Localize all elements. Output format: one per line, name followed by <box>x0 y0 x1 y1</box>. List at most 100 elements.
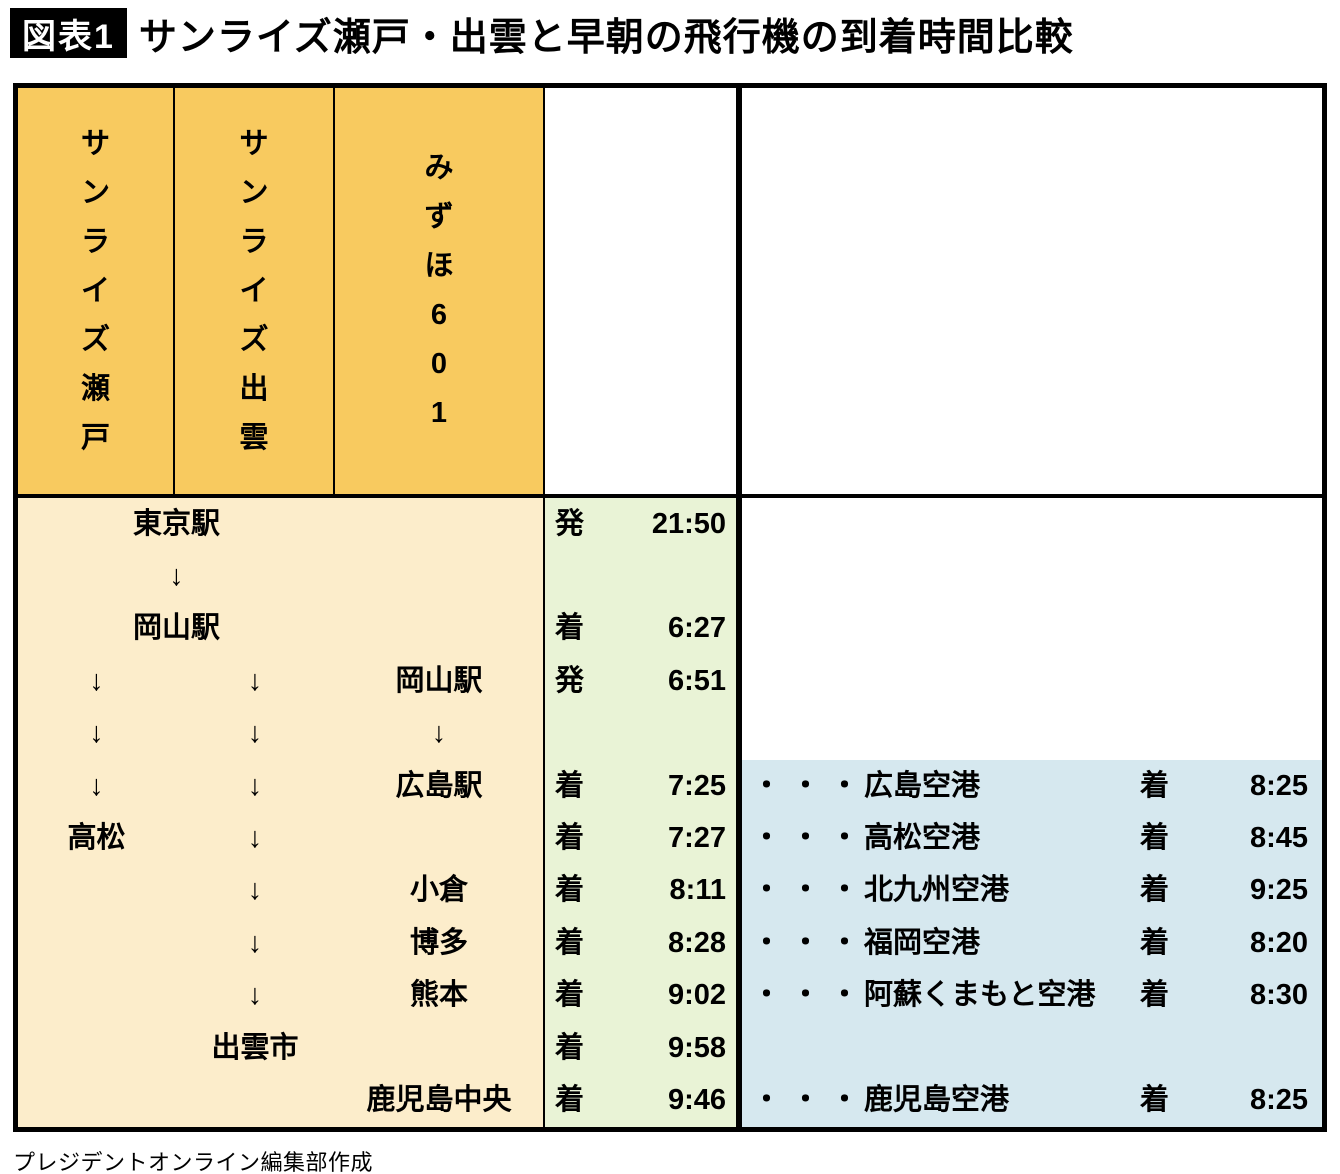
station-span-cell: ↓ <box>18 550 335 603</box>
train-time: 7:25 <box>667 769 726 802</box>
vertical-char: ン <box>239 176 269 209</box>
vertical-char: 戸 <box>80 421 110 454</box>
train-time-cell: 着 9:02 <box>545 969 742 1022</box>
train-time-cell: 着 6:27 <box>545 602 742 656</box>
vertical-char: ず <box>424 201 454 233</box>
train-time-cell <box>545 550 742 603</box>
train-time: 9:46 <box>667 1083 726 1116</box>
train-time: 9:58 <box>667 1031 726 1064</box>
train-time-cell: 発 21:50 <box>545 498 742 551</box>
ellipsis-dots: ・・・ <box>752 1083 870 1116</box>
train-time-cell <box>545 707 742 760</box>
train-time-cell: 発 6:51 <box>545 655 742 708</box>
izumo-route-cell: ↓ <box>175 655 335 708</box>
flight-time: 8:25 <box>1249 769 1308 802</box>
train-time-cell: 着 9:58 <box>545 1021 742 1075</box>
dep-arr-label: 着 <box>555 822 585 855</box>
mizuho-route-cell <box>335 498 545 551</box>
mizuho-route-cell <box>335 812 545 865</box>
credit-text: プレジデントオンライン編集部作成 <box>13 1149 374 1174</box>
vertical-char: 6 <box>430 299 448 331</box>
vertical-char: ラ <box>239 225 269 258</box>
seto-route-cell <box>18 969 175 1022</box>
figure-badge: 図表1 <box>10 8 127 58</box>
vertical-char: 出 <box>239 372 269 405</box>
mizuho-route-cell <box>335 550 545 603</box>
izumo-route-cell: ↓ <box>175 812 335 865</box>
flight-cell: ・・・ 阿蘇くまもと空港 着 8:30 <box>742 969 1322 1022</box>
train-time: 8:11 <box>669 874 726 907</box>
vertical-char: ズ <box>80 323 110 356</box>
flight-cell <box>742 550 1322 603</box>
flight-time: 8:20 <box>1249 926 1308 959</box>
table-row: ↓ ↓ 広島駅着 7:25 ・・・ 広島空港着 8:25 <box>18 759 1322 813</box>
ellipsis-dots: ・・・ <box>752 926 870 959</box>
flight-time: 8:45 <box>1249 822 1308 855</box>
airport-name: 北九州空港 <box>864 874 1010 907</box>
train-time-cell: 着 7:27 <box>545 812 742 865</box>
flight-cell <box>742 707 1322 760</box>
arrival-label: 着 <box>1140 926 1170 959</box>
dep-arr-label: 着 <box>555 769 585 802</box>
dep-arr-label: 着 <box>555 1083 585 1116</box>
flight-cell <box>742 498 1322 551</box>
vertical-char: サ <box>80 127 110 160</box>
title-bar: 図表1 サンライズ瀬戸・出雲と早朝の飛行機の到着時間比較 <box>10 8 1340 59</box>
flight-cell <box>742 655 1322 708</box>
train-time-cell: 着 8:28 <box>545 917 742 970</box>
arrival-label: 着 <box>1140 1083 1170 1116</box>
mizuho-route-cell: 岡山駅 <box>335 655 545 708</box>
vertical-char: 0 <box>430 348 448 380</box>
vertical-char: ン <box>80 176 110 209</box>
table-header-row: サンライズ瀬戸 サンライズ出雲 みずほ 6 0 1 <box>18 88 1322 498</box>
mizuho-route-cell: 小倉 <box>335 864 545 918</box>
flight-cell <box>742 1021 1322 1075</box>
seto-route-cell <box>18 1021 175 1075</box>
seto-route-cell <box>18 1074 175 1127</box>
station-span-cell: 岡山駅 <box>18 602 335 656</box>
arrival-label: 着 <box>1140 822 1170 855</box>
arrival-label: 着 <box>1140 769 1170 802</box>
mizuho-route-cell: 熊本 <box>335 969 545 1022</box>
station-span-cell: 東京駅 <box>18 498 335 551</box>
mizuho-route-cell: 博多 <box>335 917 545 970</box>
flight-cell: ・・・ 広島空港 着 8:25 <box>742 759 1322 813</box>
vertical-char: 瀬 <box>80 372 110 405</box>
flight-cell: ・・・ 高松空港 着 8:45 <box>742 812 1322 865</box>
table-row: 高松 ↓ 着 7:27 ・・・ 高松空港 着 8:45 <box>18 812 1322 865</box>
izumo-route-cell: ↓ <box>175 917 335 970</box>
izumo-route-cell: ↓ <box>175 759 335 813</box>
train-time: 9:02 <box>667 979 726 1012</box>
flight-time: 9:25 <box>1249 874 1308 907</box>
airport-name: 鹿児島空港 <box>864 1083 1010 1116</box>
izumo-route-cell: ↓ <box>175 969 335 1022</box>
izumo-route-cell: 出雲市 <box>175 1021 335 1075</box>
vertical-char: 1 <box>430 397 448 429</box>
dep-arr-label: 発 <box>555 507 585 540</box>
column-header-mizuho-601: みずほ 6 0 1 <box>335 88 545 494</box>
table-row: ↓ <box>18 550 1322 603</box>
column-header-sunrise-izumo: サンライズ出雲 <box>175 88 335 494</box>
flight-time: 8:25 <box>1249 1083 1308 1116</box>
arrival-label: 着 <box>1140 874 1170 907</box>
ellipsis-dots: ・・・ <box>752 979 870 1012</box>
mizuho-route-cell <box>335 1021 545 1075</box>
vertical-char: ラ <box>80 225 110 258</box>
table-row: 岡山駅 着 6:27 <box>18 602 1322 656</box>
train-time: 8:28 <box>667 926 726 959</box>
flight-cell: ・・・ 福岡空港 着 8:20 <box>742 917 1322 970</box>
train-time: 7:27 <box>667 822 726 855</box>
dep-arr-label: 着 <box>555 979 585 1012</box>
train-time-cell: 着 9:46 <box>545 1074 742 1127</box>
seto-route-cell: ↓ <box>18 707 175 760</box>
table-row: ↓ 博多着 8:28 ・・・ 福岡空港着 8:20 <box>18 917 1322 970</box>
column-header-flight <box>742 88 1322 494</box>
seto-route-cell: ↓ <box>18 655 175 708</box>
izumo-route-cell: ↓ <box>175 864 335 918</box>
table-body: 東京駅発 21:50 ↓ 岡山駅着 6:27 ↓ ↓ 岡山駅発 6:51 ↓ ↓ ↓ ↓ ↓ 広島駅着 7:2… <box>18 498 1322 1127</box>
ellipsis-dots: ・・・ <box>752 874 870 907</box>
ellipsis-dots: ・・・ <box>752 822 870 855</box>
seto-route-cell <box>18 864 175 918</box>
seto-route-cell: 高松 <box>18 812 175 865</box>
